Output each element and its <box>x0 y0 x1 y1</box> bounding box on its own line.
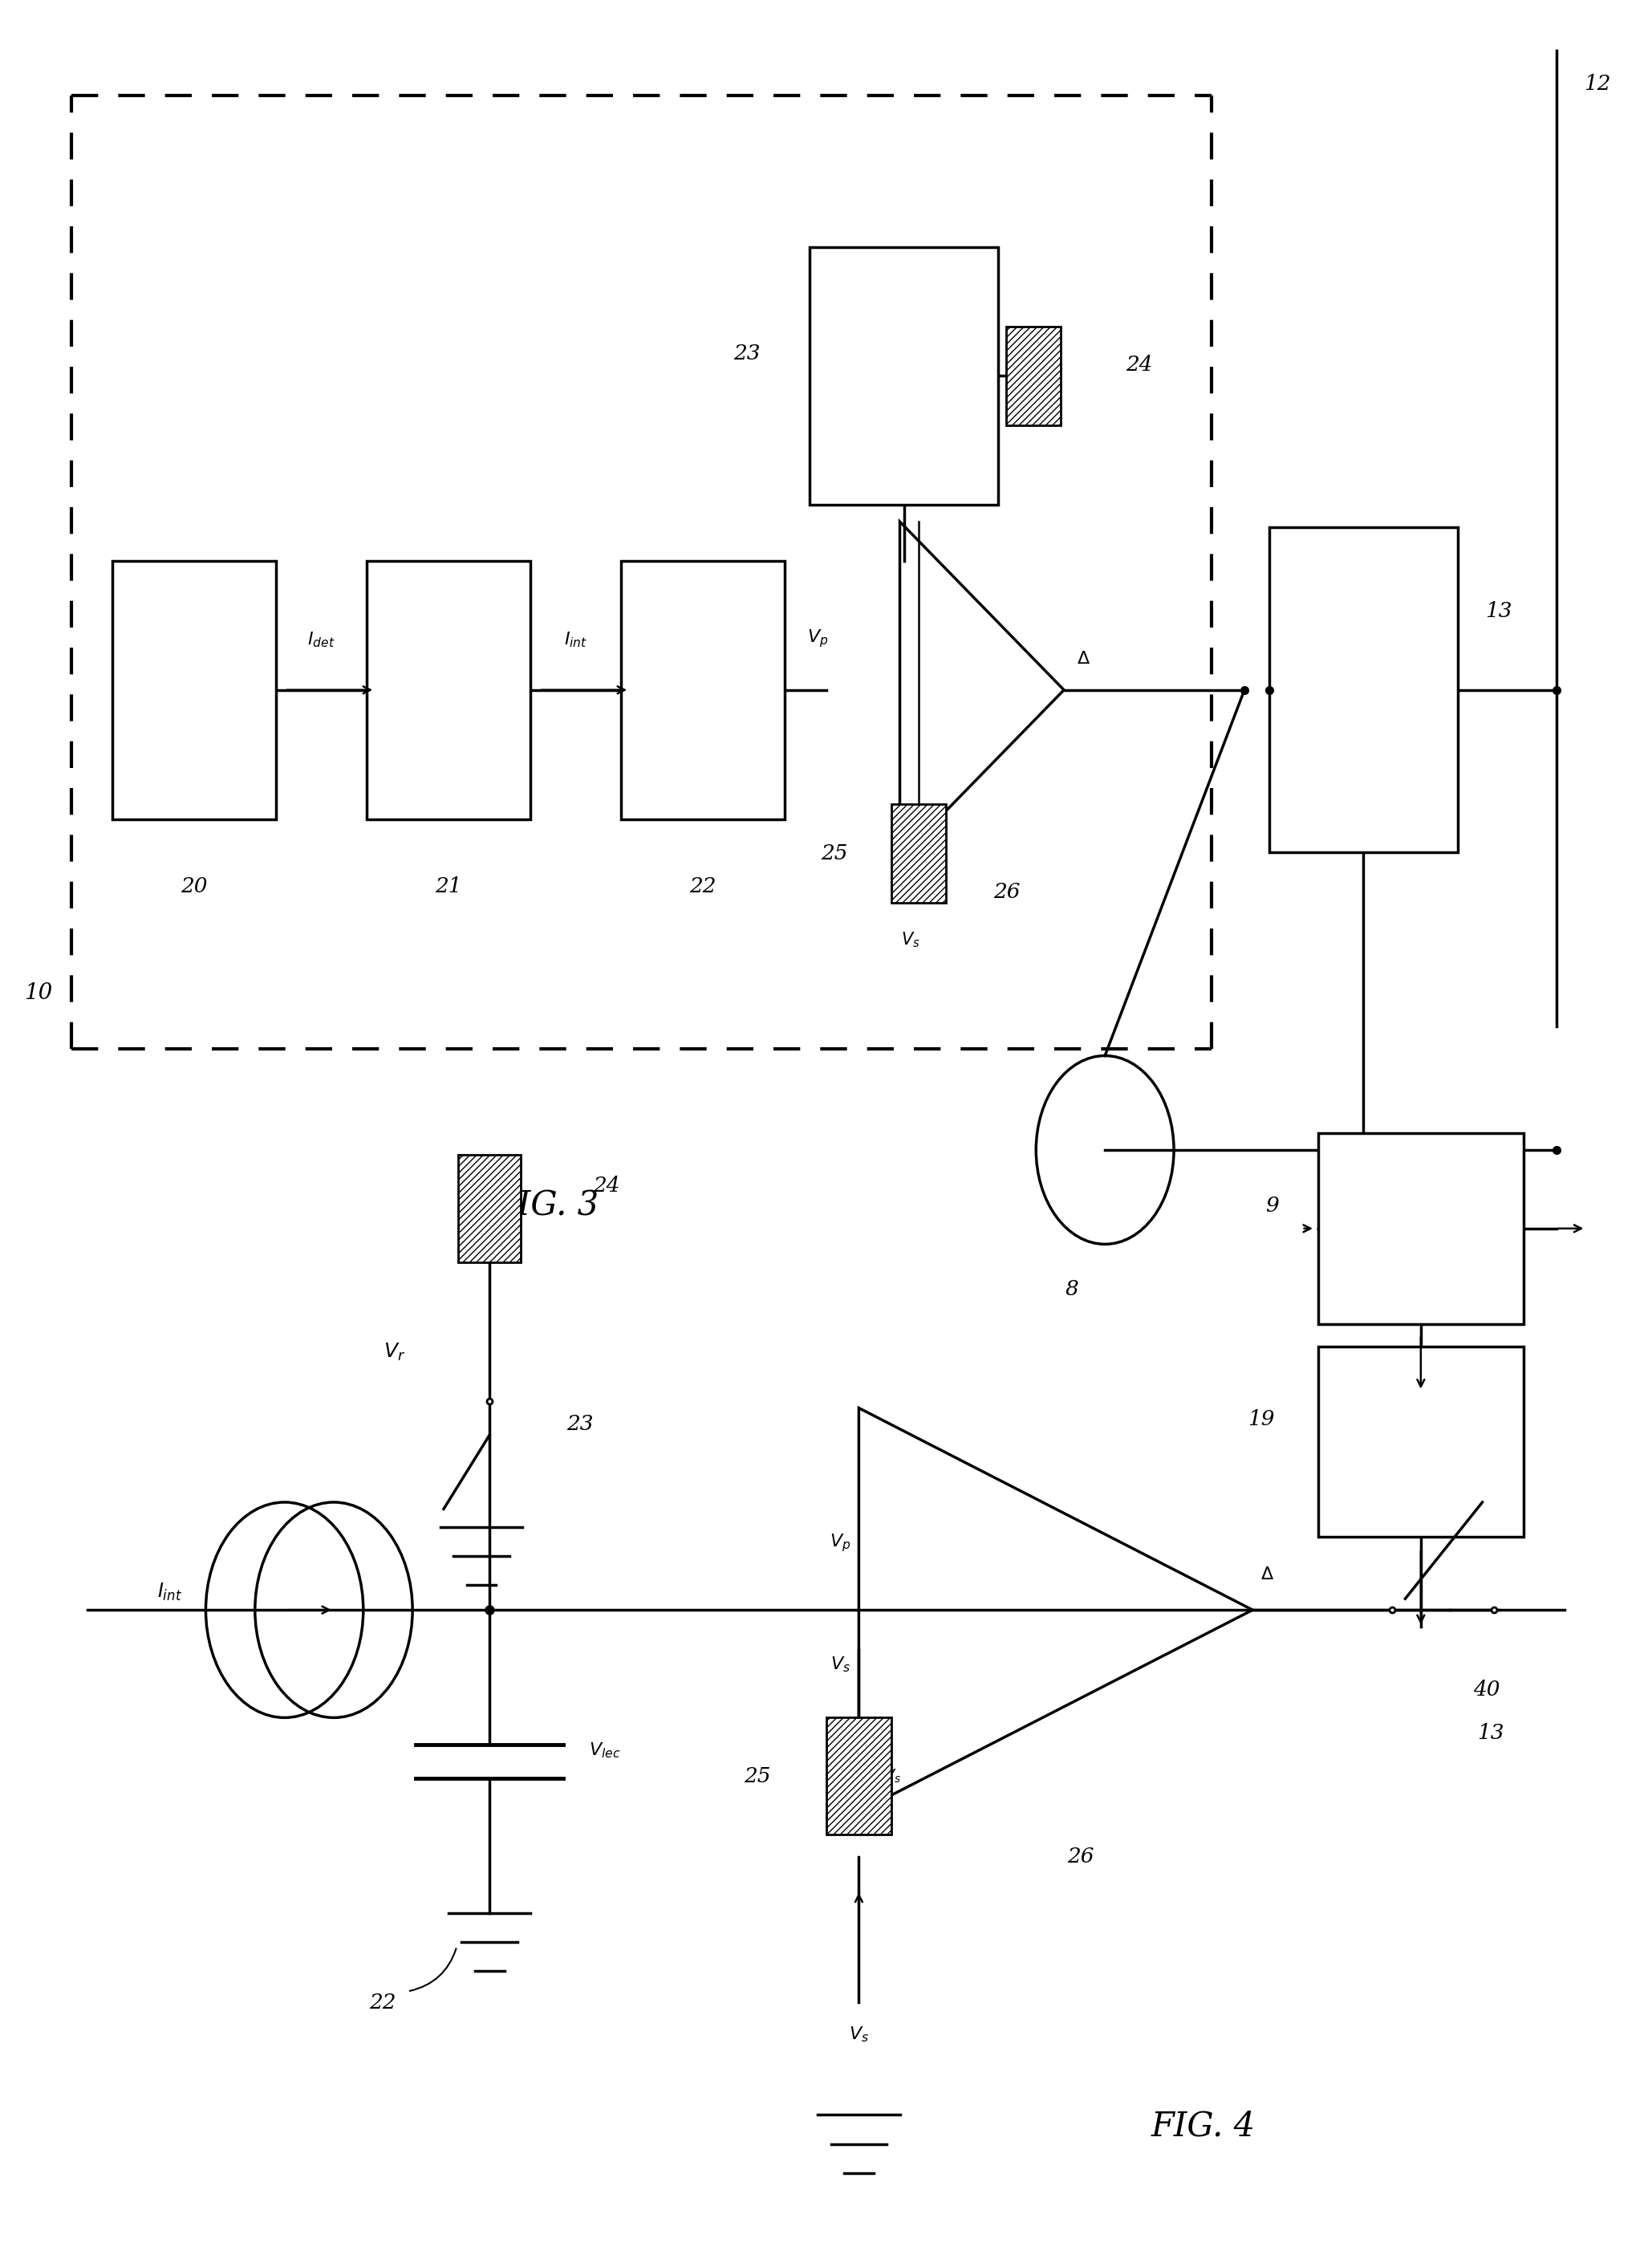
Text: 12: 12 <box>1584 74 1611 95</box>
Bar <box>826 1718 892 1833</box>
Text: 24: 24 <box>593 1175 620 1195</box>
Text: 40: 40 <box>1474 1680 1500 1700</box>
Text: $I_{det}$: $I_{det}$ <box>307 631 335 649</box>
Text: 23: 23 <box>733 343 760 363</box>
Text: $\Delta$: $\Delta$ <box>1077 649 1090 667</box>
Text: $V_s$: $V_s$ <box>849 2025 869 2043</box>
Text: 25: 25 <box>743 1766 770 1786</box>
Text: 13: 13 <box>1477 1723 1503 1743</box>
Text: $V_{lec}$: $V_{lec}$ <box>588 1741 620 1759</box>
Bar <box>367 561 530 819</box>
Bar <box>1269 528 1457 852</box>
Text: 20: 20 <box>180 877 208 895</box>
Bar <box>459 1155 520 1263</box>
Bar <box>112 561 276 819</box>
Text: 23: 23 <box>567 1414 593 1434</box>
Text: 26: 26 <box>1067 1847 1094 1867</box>
Bar <box>621 561 785 819</box>
Bar <box>1318 1346 1523 1538</box>
Text: $\Delta$: $\Delta$ <box>1260 1565 1274 1583</box>
Text: 21: 21 <box>434 877 463 895</box>
Text: $I_{int}$: $I_{int}$ <box>157 1581 182 1603</box>
Text: FIG. 3: FIG. 3 <box>496 1188 600 1222</box>
Text: 8: 8 <box>1066 1279 1079 1299</box>
Bar <box>1006 327 1061 426</box>
Text: $V_s$: $V_s$ <box>831 1655 851 1673</box>
Text: $V_s$: $V_s$ <box>884 1768 902 1784</box>
Text: $V_s$: $V_s$ <box>900 929 920 949</box>
Bar <box>892 805 947 902</box>
Text: 22: 22 <box>689 877 717 895</box>
Bar <box>809 246 998 505</box>
Text: 13: 13 <box>1485 602 1512 622</box>
Text: 25: 25 <box>821 843 847 864</box>
Text: 24: 24 <box>1127 354 1153 374</box>
Text: $V_r$: $V_r$ <box>383 1342 405 1362</box>
Text: 10: 10 <box>25 981 53 1003</box>
Text: $I_{int}$: $I_{int}$ <box>563 631 588 649</box>
Text: $V_p$: $V_p$ <box>808 629 828 649</box>
Bar <box>1318 1132 1523 1324</box>
Text: 9: 9 <box>1265 1195 1279 1215</box>
Text: $V_p$: $V_p$ <box>829 1533 851 1554</box>
Text: 26: 26 <box>993 882 1019 902</box>
Text: 22: 22 <box>370 1993 396 2014</box>
Text: 19: 19 <box>1247 1409 1274 1430</box>
Text: FIG. 4: FIG. 4 <box>1151 2108 1256 2142</box>
